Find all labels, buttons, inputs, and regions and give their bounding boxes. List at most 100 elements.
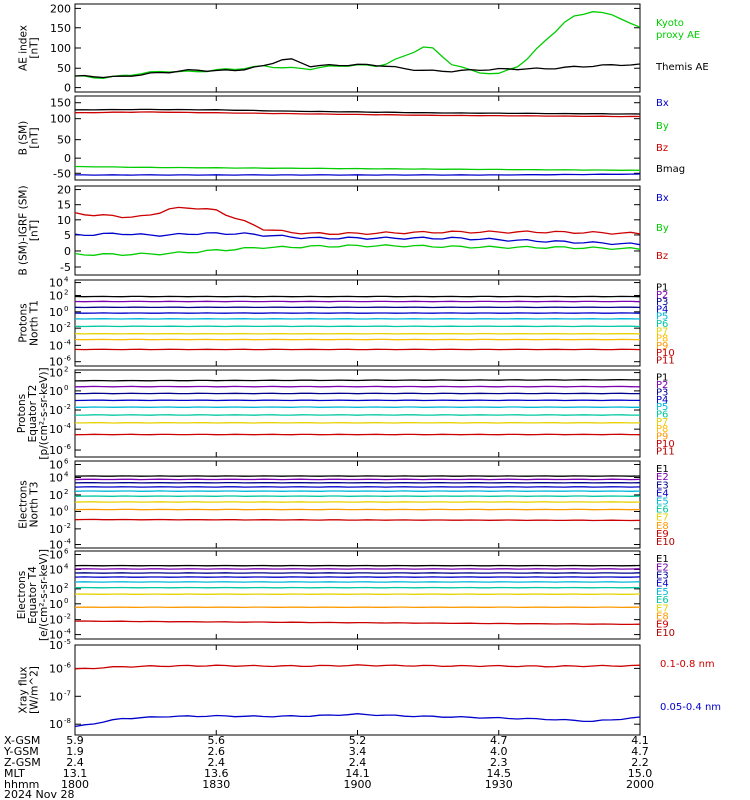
y-tick-exponent: 4 xyxy=(64,471,69,479)
legend-entry-0-05-0-4-nm: 0.05-0.4 nm xyxy=(660,702,721,713)
legend-entry-by: By xyxy=(656,121,669,132)
y-tick-label: 100 xyxy=(50,113,71,126)
y-tick-exponent: -4 xyxy=(64,628,72,636)
ephemeris-value: 4.0 xyxy=(490,745,508,758)
legend-entry-p9: P9 xyxy=(656,432,668,443)
legend-entry-p6: P6 xyxy=(656,319,668,330)
series-by xyxy=(74,244,641,257)
legend-entry-p1: P1 xyxy=(656,373,668,384)
legend-entry-bx: Bx xyxy=(656,98,669,109)
y-tick-label: 10 xyxy=(49,563,63,576)
legend-entry-p3: P3 xyxy=(656,297,668,308)
y-tick-label: 10 xyxy=(49,289,63,302)
panel-frame-en xyxy=(74,460,641,549)
y-tick-label: 10 xyxy=(49,583,63,596)
y-axis-label: [nT] xyxy=(29,127,41,148)
ephemeris-value: 5.2 xyxy=(349,734,367,747)
ephemeris-value: 1930 xyxy=(485,778,513,791)
y-axis-label: Protons xyxy=(16,394,28,433)
legend-entry-e4: E4 xyxy=(656,488,669,499)
y-tick-exponent: -6 xyxy=(64,355,72,363)
y-tick-label: 10 xyxy=(49,639,63,652)
y-axis-label: Electrons xyxy=(16,571,28,620)
legend-entry-e3: E3 xyxy=(656,480,669,491)
ephemeris-value: 1830 xyxy=(202,778,230,791)
legend-entry-bmag: Bmag xyxy=(656,164,685,175)
legend-entry-themis-ae: Themis AE xyxy=(655,62,709,73)
y-tick-label: 20 xyxy=(57,184,71,197)
y-tick-exponent: 0 xyxy=(64,384,68,392)
series-bx xyxy=(75,173,641,176)
ephemeris-row-label: X-GSM xyxy=(4,734,40,747)
series-0-05-0-4-nm xyxy=(74,713,641,728)
legend-entry-p8: P8 xyxy=(656,424,668,435)
legend-entry-0-1-0-8-nm: 0.1-0.8 nm xyxy=(660,659,715,670)
legend-entry-e8: E8 xyxy=(656,521,669,532)
y-axis-label: [e/(cm²-s-sr-keV)] xyxy=(38,549,50,641)
panel-frame-pn xyxy=(74,279,641,367)
y-tick-exponent: -2 xyxy=(64,403,71,411)
y-tick-label: 10 xyxy=(49,505,63,518)
ephemeris-value: 14.1 xyxy=(345,767,370,780)
legend-entry-proxy-ae: proxy AE xyxy=(656,30,700,41)
series-themis-ae xyxy=(74,58,641,79)
y-tick-label: 150 xyxy=(50,22,71,35)
legend-entry-e6: E6 xyxy=(656,505,669,516)
y-tick-exponent: -4 xyxy=(64,538,72,546)
y-tick-label: 10 xyxy=(49,662,63,675)
ephemeris-value: 2.3 xyxy=(490,756,508,769)
y-tick-exponent: -4 xyxy=(64,338,72,346)
y-axis-label: Protons xyxy=(18,303,30,342)
legend-entry-e2: E2 xyxy=(656,472,669,483)
y-tick-label: 10 xyxy=(49,306,63,319)
y-tick-label: 10 xyxy=(49,367,63,380)
series-bz xyxy=(74,111,641,118)
series-by xyxy=(74,165,641,171)
y-tick-label: 10 xyxy=(49,598,63,611)
legend-entry-p2: P2 xyxy=(656,290,668,301)
panel-frame-ae xyxy=(74,3,641,93)
y-axis-label: [nT] xyxy=(29,220,41,241)
ephemeris-value: 1900 xyxy=(344,778,372,791)
legend-entry-p6: P6 xyxy=(656,410,668,421)
legend-entry-e2: E2 xyxy=(656,562,669,573)
y-tick-label: 150 xyxy=(50,97,71,110)
y-tick-exponent: 2 xyxy=(64,366,68,374)
ephemeris-value: 2.6 xyxy=(208,745,226,758)
y-axis-label: Electrons xyxy=(18,480,30,529)
series-p1 xyxy=(74,378,640,382)
legend-entry-by: By xyxy=(656,223,669,234)
y-axis-label: [nT] xyxy=(29,37,41,58)
y-tick-exponent: -6 xyxy=(64,443,72,451)
ephemeris-value: 3.4 xyxy=(349,745,367,758)
series-e9 xyxy=(74,518,641,522)
legend-entry-p5: P5 xyxy=(656,312,668,323)
legend-entry-e3: E3 xyxy=(656,571,669,582)
legend-entry-e7: E7 xyxy=(656,603,669,614)
y-tick-label: 10 xyxy=(49,339,63,352)
ephemeris-value: 13.1 xyxy=(63,767,88,780)
y-tick-exponent: 4 xyxy=(64,276,69,284)
ephemeris-value: 13.6 xyxy=(204,767,229,780)
legend-entry-p7: P7 xyxy=(656,417,668,428)
y-axis-label: Xray flux xyxy=(18,667,30,714)
ephemeris-value: 5.9 xyxy=(66,734,84,747)
y-axis-label: North T3 xyxy=(29,482,41,528)
date-label: 2024 Nov 28 xyxy=(4,788,74,800)
y-tick-label: 10 xyxy=(49,614,63,627)
ephemeris-value: 2.4 xyxy=(349,756,367,769)
y-axis-label: Equator T2 xyxy=(27,385,39,443)
y-axis-label: [W/m^2] xyxy=(29,666,41,714)
y-tick-label: 10 xyxy=(49,629,63,642)
ephemeris-value: 15.0 xyxy=(628,767,653,780)
legend-entry-p5: P5 xyxy=(656,402,668,413)
y-tick-label: 200 xyxy=(50,2,71,15)
series-bmag xyxy=(75,108,641,115)
legend-entry-e9: E9 xyxy=(656,529,669,540)
y-axis-label: [p/(cm²-s-sr-keV)] xyxy=(38,367,50,459)
y-tick-exponent: -2 xyxy=(64,613,71,621)
legend-entry-p9: P9 xyxy=(656,341,668,352)
ephemeris-row-label: MLT xyxy=(4,767,25,780)
y-tick-label: 0 xyxy=(64,245,71,258)
